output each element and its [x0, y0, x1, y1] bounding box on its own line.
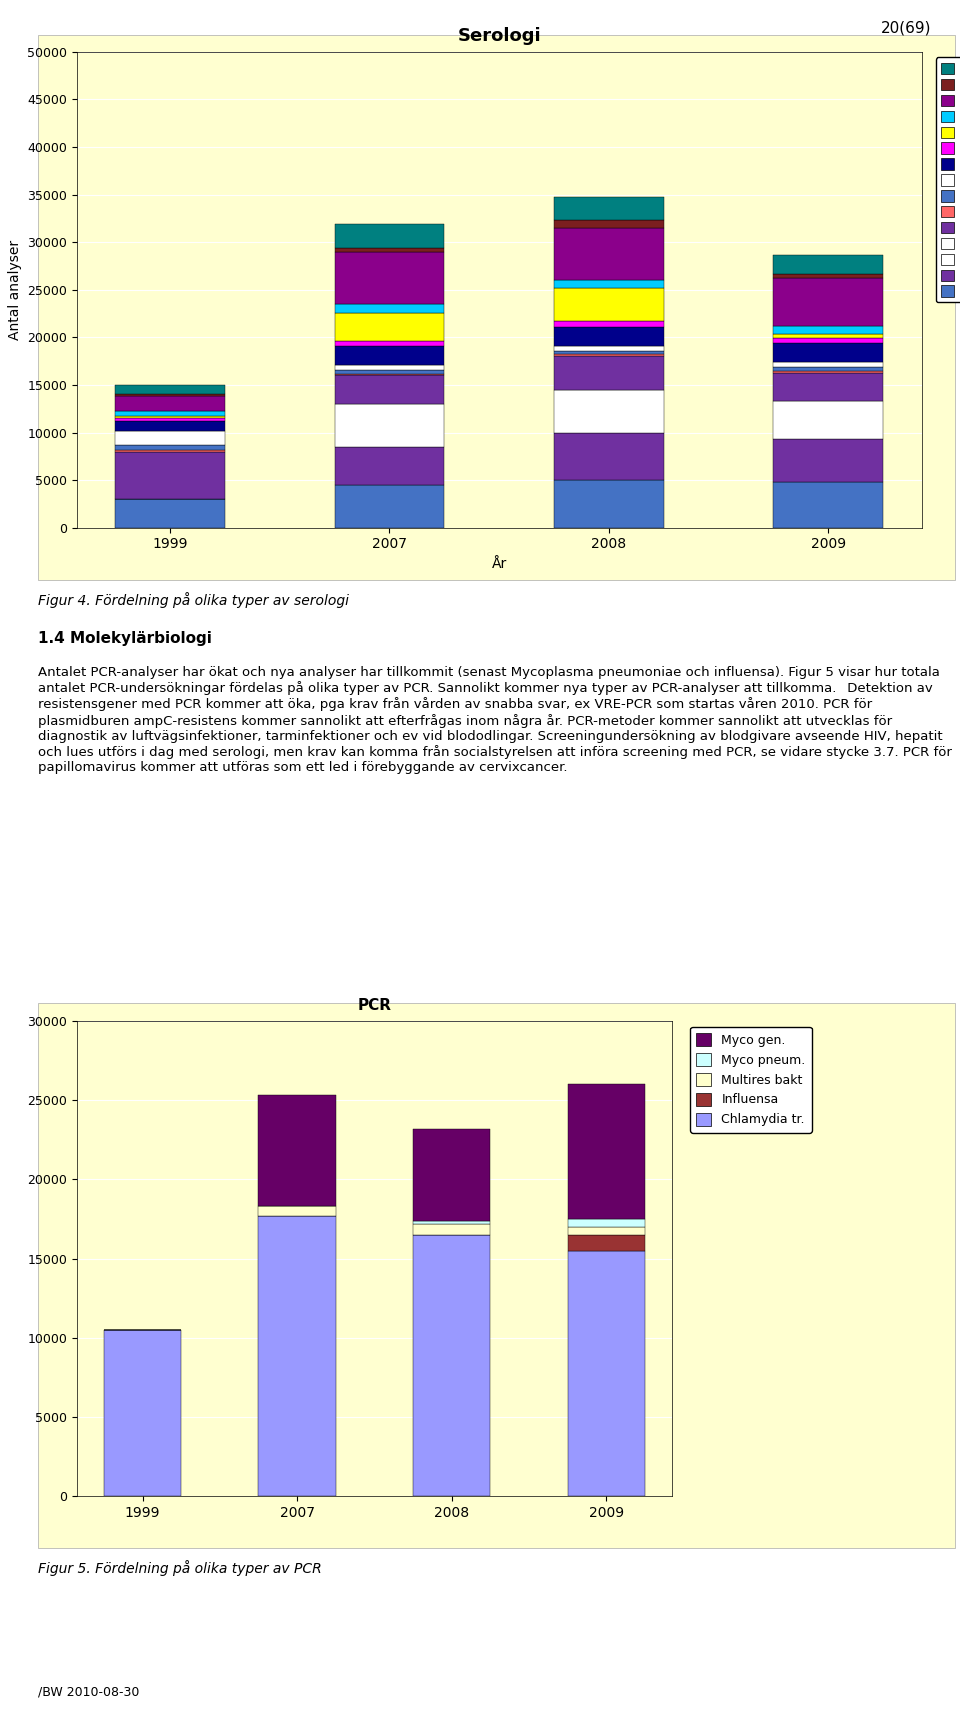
Legend: Myco gen., Myco pneum., Multires bakt, Influensa, Chlamydia tr.: Myco gen., Myco pneum., Multires bakt, I… — [690, 1028, 812, 1133]
Y-axis label: Antal analyser: Antal analyser — [8, 240, 21, 339]
Bar — [413, 1235, 491, 1496]
Bar — [115, 410, 225, 417]
Bar — [335, 365, 444, 370]
Bar — [567, 1220, 645, 1227]
Bar — [258, 1095, 336, 1206]
Bar — [774, 343, 883, 362]
Bar — [335, 446, 444, 484]
Bar — [115, 394, 225, 396]
Text: 20(69): 20(69) — [880, 21, 931, 36]
Bar — [554, 356, 663, 389]
Bar — [104, 1330, 181, 1496]
Text: Figur 4. Fördelning på olika typer av serologi: Figur 4. Fördelning på olika typer av se… — [38, 592, 349, 607]
Bar — [335, 341, 444, 346]
Title: Serologi: Serologi — [457, 26, 541, 45]
Bar — [774, 334, 883, 339]
Bar — [567, 1235, 645, 1251]
Bar — [554, 287, 663, 322]
Bar — [554, 432, 663, 479]
Bar — [774, 362, 883, 367]
Bar — [567, 1227, 645, 1235]
Bar — [258, 1216, 336, 1496]
Bar — [554, 389, 663, 432]
Text: Antalet PCR-analyser har ökat och nya analyser har tillkommit (senast Mycoplasma: Antalet PCR-analyser har ökat och nya an… — [38, 666, 952, 773]
Bar — [567, 1085, 645, 1220]
Bar — [774, 370, 883, 372]
Bar — [115, 498, 225, 528]
Bar — [115, 445, 225, 450]
Bar — [335, 304, 444, 313]
Bar — [774, 367, 883, 370]
Bar — [115, 431, 225, 445]
Bar — [115, 396, 225, 410]
Bar — [554, 479, 663, 528]
Bar — [774, 254, 883, 273]
Bar — [554, 351, 663, 355]
Bar — [554, 346, 663, 351]
Bar — [335, 403, 444, 446]
Bar — [554, 327, 663, 346]
Bar — [554, 322, 663, 327]
Bar — [335, 370, 444, 374]
Text: Figur 5. Fördelning på olika typer av PCR: Figur 5. Fördelning på olika typer av PC… — [38, 1560, 323, 1576]
Bar — [554, 280, 663, 287]
Bar — [335, 375, 444, 405]
Bar — [335, 247, 444, 253]
Legend: Rubella, RS-virus, Citrullin-ab, Reumafaktor, Myco pneum, Mononukleos, Lues, H. : Rubella, RS-virus, Citrullin-ab, Reumafa… — [936, 57, 960, 303]
Bar — [774, 273, 883, 279]
Bar — [115, 452, 225, 498]
Bar — [554, 228, 663, 280]
Bar — [774, 439, 883, 483]
Bar — [774, 325, 883, 334]
Bar — [554, 220, 663, 228]
Bar — [774, 339, 883, 343]
Bar — [335, 484, 444, 528]
Bar — [335, 313, 444, 341]
Bar — [567, 1251, 645, 1496]
Bar — [413, 1128, 491, 1221]
Bar — [554, 197, 663, 220]
Title: PCR: PCR — [357, 998, 392, 1012]
X-axis label: År: År — [492, 557, 507, 571]
Bar — [258, 1206, 336, 1216]
Bar — [413, 1223, 491, 1235]
Bar — [115, 450, 225, 452]
Text: 1.4 Molekylärbiologi: 1.4 Molekylärbiologi — [38, 631, 212, 647]
Bar — [774, 401, 883, 439]
Bar — [774, 483, 883, 528]
Bar — [115, 420, 225, 431]
Bar — [115, 384, 225, 394]
Bar — [774, 279, 883, 325]
Bar — [774, 372, 883, 401]
Bar — [335, 374, 444, 375]
Bar — [115, 417, 225, 419]
Text: /BW 2010-08-30: /BW 2010-08-30 — [38, 1685, 140, 1699]
Bar — [335, 225, 444, 247]
Bar — [413, 1221, 491, 1223]
Bar — [335, 346, 444, 365]
Bar — [335, 253, 444, 304]
Bar — [115, 419, 225, 420]
Bar — [554, 355, 663, 356]
